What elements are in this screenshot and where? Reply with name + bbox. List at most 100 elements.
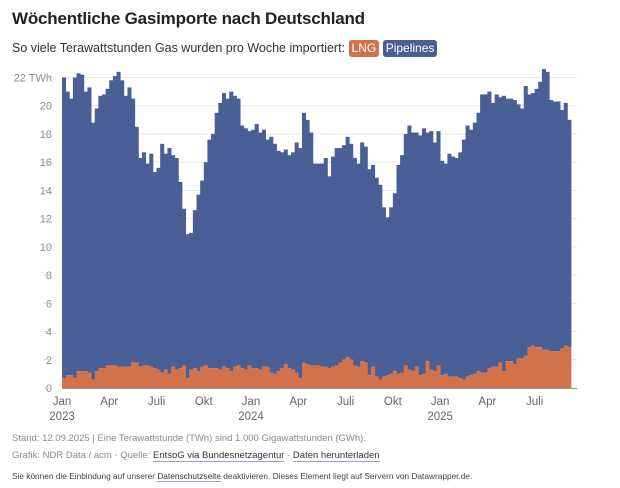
lng-bar [567, 347, 572, 388]
pipelines-bar [258, 132, 263, 370]
pipelines-bar [334, 148, 339, 366]
lng-bar [200, 366, 205, 388]
footer-privacy: Sie können die Einbindung auf unserer Da… [12, 471, 473, 482]
source-link[interactable]: EntsoG via Bundesnetzagentur [152, 450, 285, 462]
lng-bar [181, 365, 187, 388]
subtitle-text: So viele Terawattstunden Gas wurden pro … [12, 41, 346, 55]
lng-bar [87, 372, 92, 388]
lng-bar [76, 371, 81, 388]
lng-bar [280, 368, 285, 388]
lng-bar [123, 366, 128, 388]
lng-bar [447, 376, 452, 388]
pipelines-bar [221, 93, 227, 367]
lng-bar [152, 368, 157, 388]
lng-bar [145, 365, 150, 388]
lng-bar [149, 366, 154, 388]
pipelines-bar [429, 131, 434, 370]
lng-bar [305, 364, 310, 388]
lng-bar [291, 369, 296, 388]
legend-pipelines: Pipelines [382, 40, 438, 57]
lng-bar [294, 372, 299, 388]
lng-bar [461, 379, 466, 388]
download-link[interactable]: Daten herunterladen [292, 450, 380, 462]
pipelines-bar [272, 143, 277, 374]
lng-bar [171, 366, 176, 388]
pipelines-bar [381, 207, 386, 377]
pipelines-bar [65, 91, 70, 376]
x-tick-label: Juli [337, 396, 354, 408]
pipelines-bar [451, 156, 456, 377]
pipelines-bar [320, 163, 325, 367]
pipelines-bar [276, 150, 281, 372]
pipelines-bar [352, 157, 357, 366]
pipelines-bar [189, 232, 194, 370]
lng-bar [443, 373, 448, 388]
lng-bar [363, 362, 368, 388]
y-tick-label: 16 [40, 157, 52, 169]
y-tick-label: 12 [40, 214, 52, 226]
lng-bar [265, 366, 270, 388]
pipelines-bar [171, 155, 176, 367]
pipelines-bar [341, 145, 346, 360]
pipelines-bar [149, 153, 154, 367]
privacy-suffix: deaktivieren. Dieses Element liegt auf S… [223, 471, 473, 481]
lng-bar [207, 368, 212, 388]
lng-bar [552, 351, 557, 388]
x-tick-label: Juli [148, 396, 165, 408]
lng-bar [436, 365, 441, 388]
lng-bar [192, 368, 197, 388]
pipelines-bar [389, 207, 394, 374]
pipelines-bar [418, 135, 423, 376]
lng-bar [72, 378, 77, 388]
pipelines-bar [225, 98, 230, 369]
chart-title: Wöchentliche Gasimporte nach Deutschland [12, 9, 365, 28]
pipelines-bar [120, 80, 125, 367]
lng-bar [367, 375, 372, 388]
lng-bar [465, 376, 470, 388]
lng-bar [440, 375, 445, 388]
pipelines-bar [498, 97, 503, 363]
pipelines-bar [123, 95, 128, 367]
pipelines-bar [520, 108, 525, 359]
pipelines-bar [527, 94, 532, 348]
lng-bar [91, 379, 96, 388]
lng-bar [389, 373, 394, 388]
pipelines-bar [167, 148, 172, 374]
pipelines-bar [211, 133, 216, 369]
pipelines-bar [345, 136, 350, 357]
pipelines-bar [305, 119, 310, 365]
pipelines-bar [403, 133, 408, 366]
pipelines-bar [476, 112, 481, 372]
lng-bar [534, 347, 539, 388]
pipelines-bar [91, 122, 96, 380]
lng-bar [327, 368, 332, 388]
lng-bar [491, 366, 496, 388]
lng-bar [240, 368, 245, 388]
lng-bar [403, 365, 408, 388]
lng-bar [101, 368, 107, 388]
pipelines-bar [414, 132, 419, 367]
privacy-link[interactable]: Datenschutzseite [157, 471, 221, 482]
footer-credit: Grafik: NDR Data / acm · Quelle: EntsoG … [12, 450, 380, 462]
pipelines-bar [541, 69, 546, 350]
lng-bar [211, 368, 216, 388]
pipelines-bar [469, 129, 474, 376]
y-tick-label: 4 [46, 327, 52, 339]
lng-bar [69, 375, 74, 388]
x-tick-label: Jan [53, 396, 72, 408]
pipelines-bar [265, 139, 270, 367]
lng-bar [352, 365, 357, 388]
y-tick-label: 10 [40, 242, 52, 254]
pipelines-bar [236, 98, 241, 366]
credit-text: Grafik: NDR Data / acm · Quelle: [12, 450, 151, 461]
lng-bar [156, 369, 161, 388]
pipelines-bar [312, 163, 317, 366]
pipelines-bar [116, 71, 121, 367]
lng-bar [287, 368, 292, 388]
pipelines-bar [207, 139, 212, 369]
pipelines-bar [87, 87, 92, 373]
lng-bar [549, 351, 554, 388]
pipelines-bar [331, 156, 336, 367]
pipelines-bar [472, 122, 477, 374]
lng-bar [418, 375, 423, 388]
